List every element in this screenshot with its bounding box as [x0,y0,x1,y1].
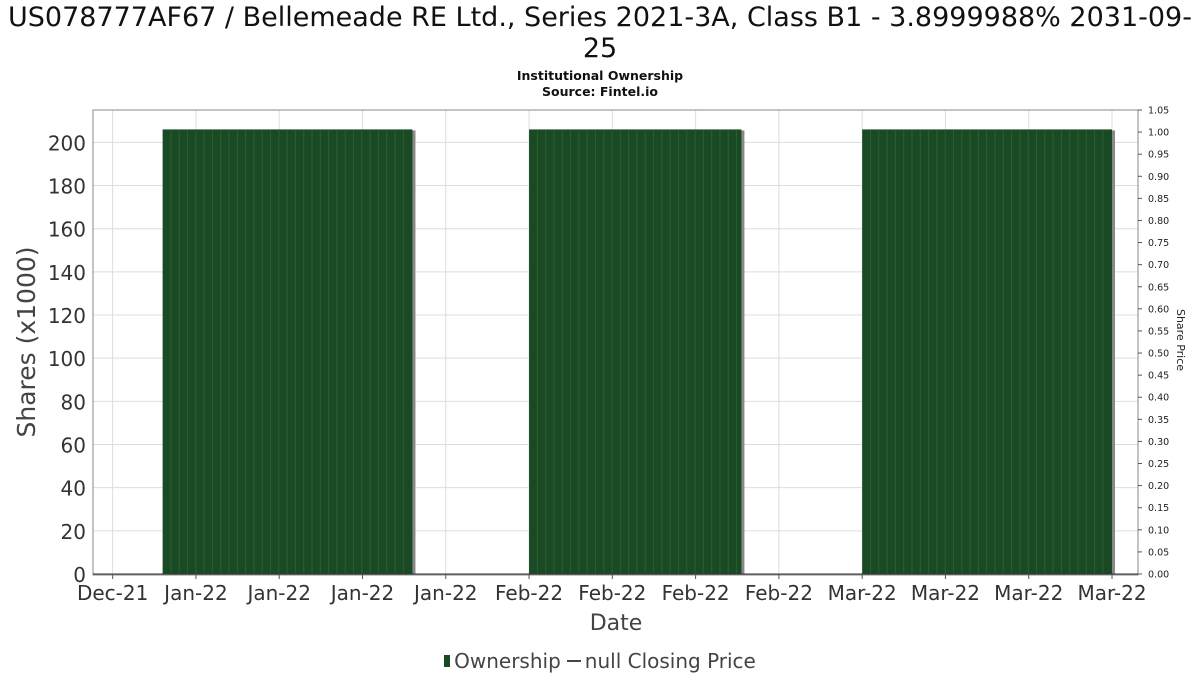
x-tick-label: Feb-22 [662,581,730,605]
y-tick-label: 120 [48,304,86,328]
y2-tick-label: 0.90 [1148,172,1169,183]
x-tick-label: Jan-22 [329,581,395,605]
chart-subtitle-line-1: Institutional Ownership [516,68,684,83]
y2-tick-label: 0.35 [1148,415,1169,426]
x-tick-label: Feb-22 [745,581,813,605]
y2-tick-label: 1.00 [1148,128,1169,139]
y-tick-label: 60 [61,434,86,458]
x-tick-label: Mar-22 [911,581,980,605]
y2-tick-label: 0.10 [1148,525,1169,536]
x-tick-label: Dec-21 [77,581,148,605]
x-tick-label: Jan-22 [245,581,311,605]
y2-tick-label: 0.05 [1148,547,1169,558]
y2-tick-label: 0.15 [1148,503,1169,514]
legend-ownership-swatch [444,654,451,667]
legend-price-line [566,659,581,662]
x-axis-ticks: Dec-21 Jan-22 Jan-22 Jan-22 Jan-22 Feb-22 Feb-… [77,574,1147,605]
y2-tick-label: 0.65 [1148,282,1169,293]
y2-tick-label: 0.20 [1148,481,1169,492]
y-tick-label: 200 [48,131,86,155]
y-axis-ticks: 0 20 40 60 80 100 120 140 160 180 200 [48,131,86,587]
y2-tick-label: 0.25 [1148,459,1169,470]
plot-frame [92,109,1139,576]
y2-tick-label: 0.45 [1148,371,1169,382]
y2-tick-label: 1.05 [1148,106,1169,117]
y2-axis-ticks: 0.00 0.05 0.10 0.15 0.20 0.25 0.30 0.35 0.40 0.45… [1138,106,1169,581]
y-tick-label: 140 [48,261,86,285]
legend-price-label: null Closing Price [584,648,756,673]
y-tick-label: 100 [48,347,86,371]
x-axis-label: Date [590,611,643,636]
y-tick-label: 160 [48,218,86,242]
y-axis-label: Shares (x1000) [12,246,41,437]
y2-tick-label: 0.70 [1148,260,1169,271]
x-tick-label: Mar-22 [1077,581,1146,605]
y2-tick-label: 0.85 [1148,194,1169,205]
legend: Ownership null Closing Price [0,647,1200,673]
x-tick-label: Jan-22 [162,581,228,605]
y2-tick-label: 0.40 [1148,393,1169,404]
y-tick-label: 180 [48,175,86,199]
x-tick-label: Jan-22 [412,581,478,605]
y2-tick-label: 0.55 [1148,326,1169,337]
x-tick-label: Mar-22 [994,581,1063,605]
chart-title: US078777AF67 / Bellemeade RE Ltd., Serie… [8,2,1192,64]
legend-ownership-label: Ownership [454,648,561,673]
y-tick-label: 40 [61,477,86,501]
y2-axis-label: Share Price [1174,309,1187,371]
bars [162,129,1116,574]
y2-tick-label: 0.95 [1148,150,1169,161]
y2-tick-label: 0.00 [1148,570,1169,581]
ownership-bar [529,129,742,574]
y2-tick-label: 0.30 [1148,437,1169,448]
chart-subtitle: Institutional Ownership Source: Fintel.i… [0,68,1200,100]
y-tick-label: 20 [61,520,86,544]
y2-tick-label: 0.80 [1148,216,1169,227]
y2-tick-label: 0.50 [1148,349,1169,360]
y-tick-label: 80 [61,390,86,414]
chart-subtitle-line-2: Source: Fintel.io [542,84,658,99]
x-tick-label: Feb-22 [495,581,563,605]
x-tick-label: Mar-22 [828,581,897,605]
y-tick-label: 0 [73,563,86,587]
y2-tick-label: 0.60 [1148,304,1169,315]
y2-tick-label: 0.75 [1148,238,1169,249]
x-tick-label: Feb-22 [578,581,646,605]
